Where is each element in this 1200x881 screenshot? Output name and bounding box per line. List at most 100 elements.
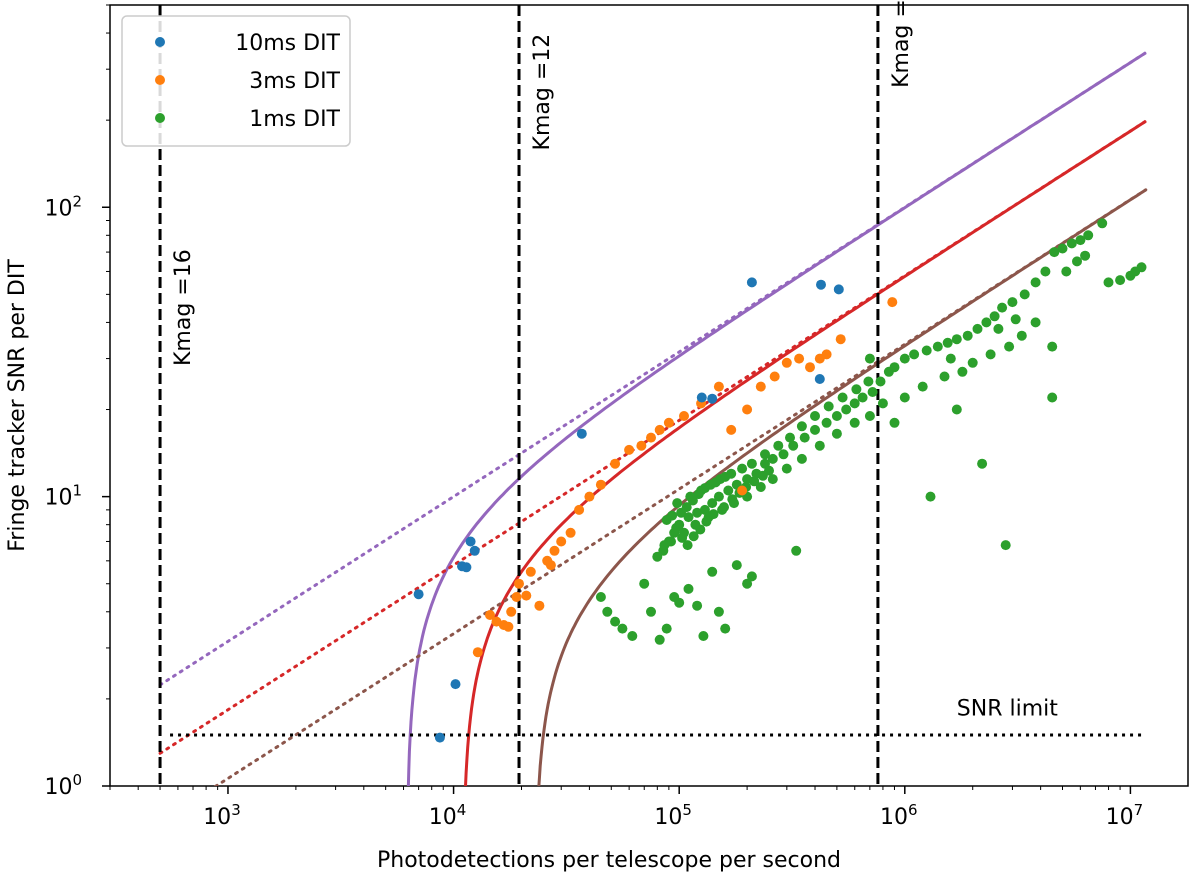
point-1ms-dit-134 [681, 502, 692, 513]
point-1ms-dit-42 [997, 302, 1008, 313]
point-1ms-dit-24 [1047, 392, 1058, 403]
point-1ms-dit-139 [720, 471, 731, 482]
point-1ms-dit-113 [746, 458, 757, 469]
point-1ms-dit-7 [654, 634, 665, 645]
point-1ms-dit-91 [849, 417, 860, 428]
legend-marker-1 [155, 75, 165, 85]
point-1ms-dit-119 [823, 401, 834, 412]
y-tick-label-0: 100 [44, 771, 82, 800]
point-1ms-dit-28 [1115, 275, 1126, 286]
point-3ms-dit-20 [624, 444, 635, 455]
point-3ms-dit-34 [805, 362, 815, 373]
point-1ms-dit-112 [737, 463, 748, 474]
point-1ms-dit-19 [746, 571, 757, 582]
point-1ms-dit-16 [720, 623, 731, 634]
point-1ms-dit-47 [951, 334, 962, 345]
point-1ms-dit-27 [1103, 277, 1114, 288]
point-3ms-dit-30 [755, 381, 766, 392]
model-curve-2 [537, 188, 1147, 786]
point-1ms-dit-63 [799, 432, 810, 443]
point-1ms-dit-128 [1080, 250, 1091, 261]
point-1ms-dit-23 [925, 491, 936, 502]
point-1ms-dit-3 [617, 623, 628, 634]
point-1ms-dit-116 [785, 432, 795, 443]
plot-frame [109, 4, 1189, 787]
point-1ms-dit-66 [767, 453, 778, 464]
point-3ms-dit-0 [472, 647, 483, 658]
point-1ms-dit-141 [667, 510, 678, 521]
point-1ms-dit-132 [889, 417, 900, 428]
point-1ms-dit-6 [646, 606, 656, 617]
point-1ms-dit-36 [1057, 243, 1068, 254]
point-1ms-dit-75 [692, 507, 703, 518]
point-1ms-dit-50 [921, 345, 932, 356]
point-1ms-dit-59 [841, 404, 852, 415]
point-1ms-dit-88 [899, 392, 910, 403]
point-1ms-dit-145 [688, 531, 699, 542]
point-1ms-dit-62 [810, 424, 820, 435]
point-1ms-dit-12 [692, 600, 703, 611]
point-3ms-dit-4 [503, 621, 514, 632]
point-3ms-dit-22 [646, 432, 656, 443]
point-10ms-dit-2 [450, 679, 461, 690]
point-1ms-dit-105 [659, 540, 670, 551]
point-10ms-dit-6 [469, 545, 480, 556]
point-3ms-dit-18 [595, 479, 606, 490]
point-3ms-dit-31 [769, 371, 780, 382]
point-1ms-dit-37 [1049, 247, 1060, 258]
point-3ms-dit-19 [610, 458, 621, 469]
point-1ms-dit-81 [652, 551, 663, 562]
point-1ms-dit-71 [723, 485, 734, 496]
point-3ms-dit-39 [887, 297, 898, 308]
point-1ms-dit-43 [989, 311, 1000, 322]
x-tick-label-2: 105 [654, 801, 692, 830]
reference-lines [158, 5, 1146, 786]
model-curve-0 [406, 51, 1147, 786]
point-10ms-dit-8 [696, 392, 707, 403]
point-1ms-dit-106 [672, 498, 683, 509]
legend: 10ms DIT 3ms DIT 1ms DIT [121, 15, 351, 147]
point-1ms-dit-82 [957, 366, 968, 377]
point-1ms-dit-14 [707, 566, 718, 577]
point-1ms-dit-4 [627, 631, 638, 641]
point-1ms-dit-72 [713, 491, 724, 502]
point-1ms-dit-84 [985, 349, 996, 360]
point-3ms-dit-24 [663, 417, 674, 428]
point-3ms-dit-15 [565, 527, 576, 538]
point-1ms-dit-135 [687, 495, 698, 506]
point-1ms-dit-122 [863, 376, 874, 387]
point-1ms-dit-123 [945, 353, 956, 364]
point-1ms-dit-114 [760, 449, 770, 460]
point-1ms-dit-38 [1040, 266, 1051, 277]
point-1ms-dit-64 [788, 440, 799, 451]
x-tick-label-0: 103 [203, 801, 241, 830]
point-1ms-dit-127 [1072, 256, 1082, 267]
point-1ms-dit-11 [683, 583, 694, 594]
point-1ms-dit-33 [1083, 230, 1094, 241]
point-10ms-dit-1 [434, 732, 445, 743]
point-1ms-dit-87 [917, 381, 928, 392]
point-1ms-dit-148 [708, 509, 719, 520]
point-3ms-dit-14 [556, 536, 567, 547]
point-1ms-dit-22 [977, 458, 988, 469]
point-1ms-dit-86 [1016, 330, 1027, 341]
kmag-label-2: Kmag = 8 [889, 0, 914, 88]
point-1ms-dit-0 [595, 592, 606, 602]
point-1ms-dit-144 [682, 540, 693, 551]
point-3ms-dit-25 [679, 411, 689, 421]
point-1ms-dit-124 [993, 323, 1004, 334]
point-1ms-dit-136 [693, 489, 704, 500]
x-tick-label-3: 106 [880, 801, 918, 830]
point-3ms-dit-32 [781, 357, 792, 368]
point-10ms-dit-5 [465, 536, 476, 547]
point-1ms-dit-31 [1136, 262, 1147, 273]
point-1ms-dit-94 [796, 453, 807, 464]
model-curves [158, 51, 1148, 786]
annotations: Kmag =16 Kmag =12 Kmag = 8 SNR limit [171, 0, 1058, 722]
point-3ms-dit-27 [713, 381, 724, 392]
x-tick-label-1: 104 [429, 801, 467, 830]
point-1ms-dit-96 [767, 474, 778, 485]
point-1ms-dit-49 [932, 341, 943, 352]
